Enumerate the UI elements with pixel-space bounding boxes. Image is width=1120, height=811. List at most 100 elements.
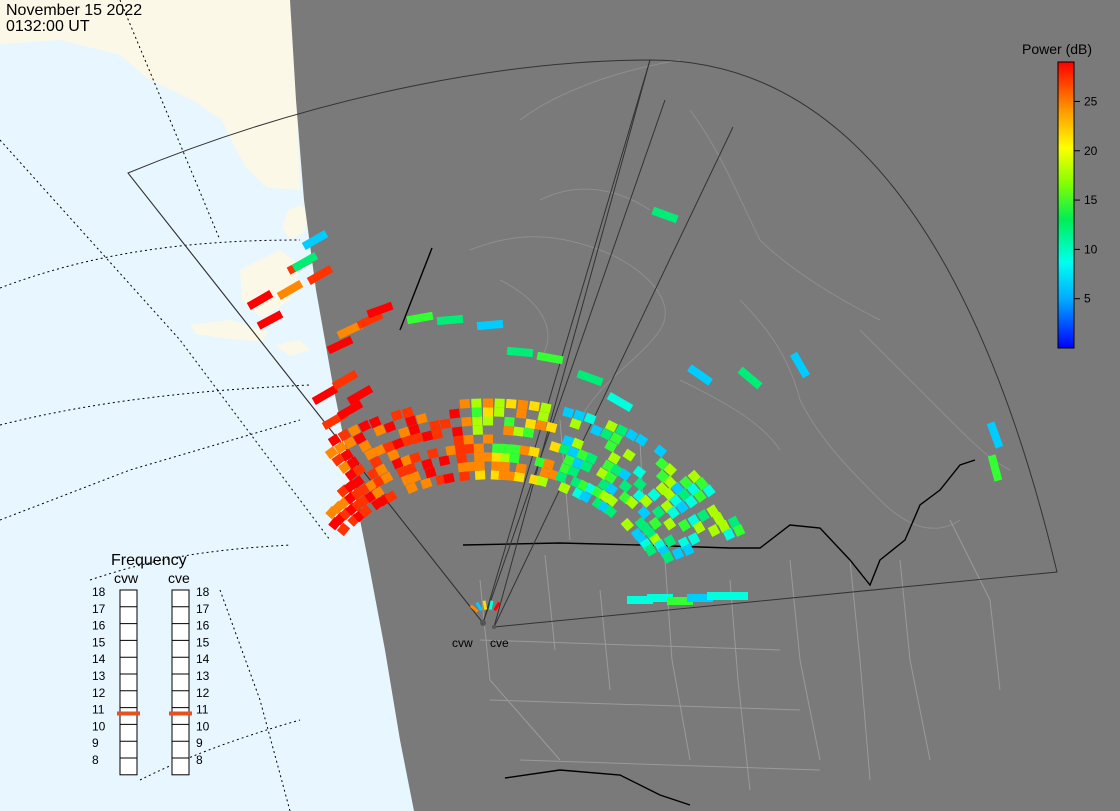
- scatter-cell: [408, 423, 421, 436]
- colorbar-title: Power (dB): [1022, 41, 1092, 57]
- frequency-tick-label: 18: [196, 585, 210, 599]
- scatter-cell: [337, 428, 351, 442]
- backscatter-cells: [246, 206, 1004, 613]
- scatter-cell: [579, 460, 593, 473]
- scatter-cell: [503, 416, 515, 427]
- scatter-cell: [500, 452, 511, 463]
- scatter-cell: [677, 518, 691, 532]
- scatter-cell: [457, 462, 469, 473]
- scatter-cell: [334, 441, 348, 455]
- scatter-cell: [311, 385, 339, 405]
- scatter-cell: [291, 252, 319, 272]
- scatter-cell: [503, 425, 514, 436]
- scatter-cell: [535, 420, 547, 431]
- scatter-cell: [421, 430, 434, 442]
- coastlines: [469, 59, 1011, 529]
- scatter-cell: [679, 475, 693, 490]
- scatter-cell: [722, 592, 748, 600]
- scatter-cell: [542, 458, 555, 470]
- scatter-cell: [358, 439, 372, 453]
- radar-sites: cvw cve: [452, 620, 509, 650]
- scatter-cell: [986, 421, 1004, 449]
- colorbar-gradient: [1057, 61, 1075, 349]
- frequency-tick-label: 12: [92, 686, 106, 700]
- frequency-title: Frequency: [111, 552, 187, 569]
- scatter-cell: [494, 398, 505, 408]
- scatter-cell: [369, 455, 383, 469]
- scatter-cell: [663, 534, 677, 548]
- daylight-land: [275, 340, 310, 356]
- scatter-cell: [383, 420, 397, 433]
- scatter-cell: [663, 517, 677, 531]
- scatter-cell: [653, 444, 668, 458]
- scatter-cell: [684, 494, 698, 509]
- scatter-cell: [604, 482, 619, 496]
- scatter-cell: [451, 426, 463, 437]
- scatter-cell: [324, 446, 339, 460]
- scatter-cell: [276, 280, 304, 300]
- scatter-cell: [987, 454, 1003, 482]
- scatter-cell: [693, 489, 707, 503]
- frequency-tick-label: 17: [92, 602, 106, 616]
- scatter-cell: [681, 543, 695, 557]
- scatter-cell: [671, 547, 685, 560]
- scatter-cell: [429, 420, 441, 431]
- scatter-cell: [603, 471, 618, 485]
- scatter-cell: [491, 452, 502, 462]
- scatter-cell: [420, 477, 433, 490]
- scatter-cell: [510, 444, 522, 455]
- frequency-panel: Frequency cvw cve 18 17 16 15 14 13 12 11 10 9 8 18…: [92, 552, 210, 776]
- scatter-cell: [536, 351, 564, 365]
- scatter-cell: [483, 398, 493, 408]
- scatter-cell: [471, 398, 482, 408]
- scatter-cell: [461, 416, 473, 427]
- scatter-cell: [627, 596, 653, 604]
- scatter-cell: [483, 416, 493, 426]
- scatter-cell: [491, 461, 502, 471]
- frequency-tick-label: 14: [196, 652, 210, 666]
- scatter-cell: [524, 418, 537, 430]
- site-marker-cvw: [480, 620, 486, 626]
- scatter-cell: [569, 417, 582, 430]
- scatter-cell: [445, 445, 457, 456]
- scatter-cell: [604, 493, 619, 508]
- scatter-cell: [517, 399, 529, 410]
- colorbar-tick-label: 20: [1084, 144, 1098, 158]
- scatter-cell: [639, 494, 653, 508]
- scatter-cell: [717, 519, 731, 533]
- scatter-cell: [301, 230, 329, 250]
- frequency-tick-label: 8: [92, 753, 99, 767]
- scatter-cell: [391, 437, 405, 450]
- scatter-cell: [473, 443, 484, 453]
- scatter-cell: [637, 505, 651, 520]
- scatter-cell: [346, 385, 374, 405]
- scatter-cell: [536, 475, 549, 488]
- scatter-cell: [492, 443, 503, 453]
- scatter-cell: [528, 446, 540, 458]
- scatter-cell: [493, 601, 501, 611]
- scatter-cell: [732, 524, 746, 537]
- scatter-cell: [490, 470, 502, 480]
- scatter-cell: [578, 490, 592, 504]
- frequency-tick-label: 11: [92, 703, 105, 717]
- frequency-tick-label: 9: [196, 736, 203, 750]
- scatter-cell: [625, 495, 639, 510]
- scatter-cell: [358, 504, 373, 519]
- scatter-cell: [449, 408, 461, 419]
- scatter-cell: [336, 522, 351, 537]
- scatter-cell: [692, 520, 706, 535]
- scatter-cell: [439, 418, 452, 430]
- scatter-cell: [519, 445, 531, 456]
- scatter-cell: [643, 543, 657, 557]
- scatter-cell: [415, 413, 428, 425]
- scatter-cell: [458, 471, 471, 482]
- scatter-cell: [406, 311, 434, 325]
- scatter-cell: [675, 500, 689, 514]
- scatter-cell: [401, 434, 415, 447]
- scatter-cell: [712, 511, 725, 526]
- scatter-cell: [634, 433, 649, 447]
- scatter-cell: [387, 448, 400, 462]
- scatter-cell: [687, 532, 701, 546]
- scatter-cell: [456, 453, 468, 464]
